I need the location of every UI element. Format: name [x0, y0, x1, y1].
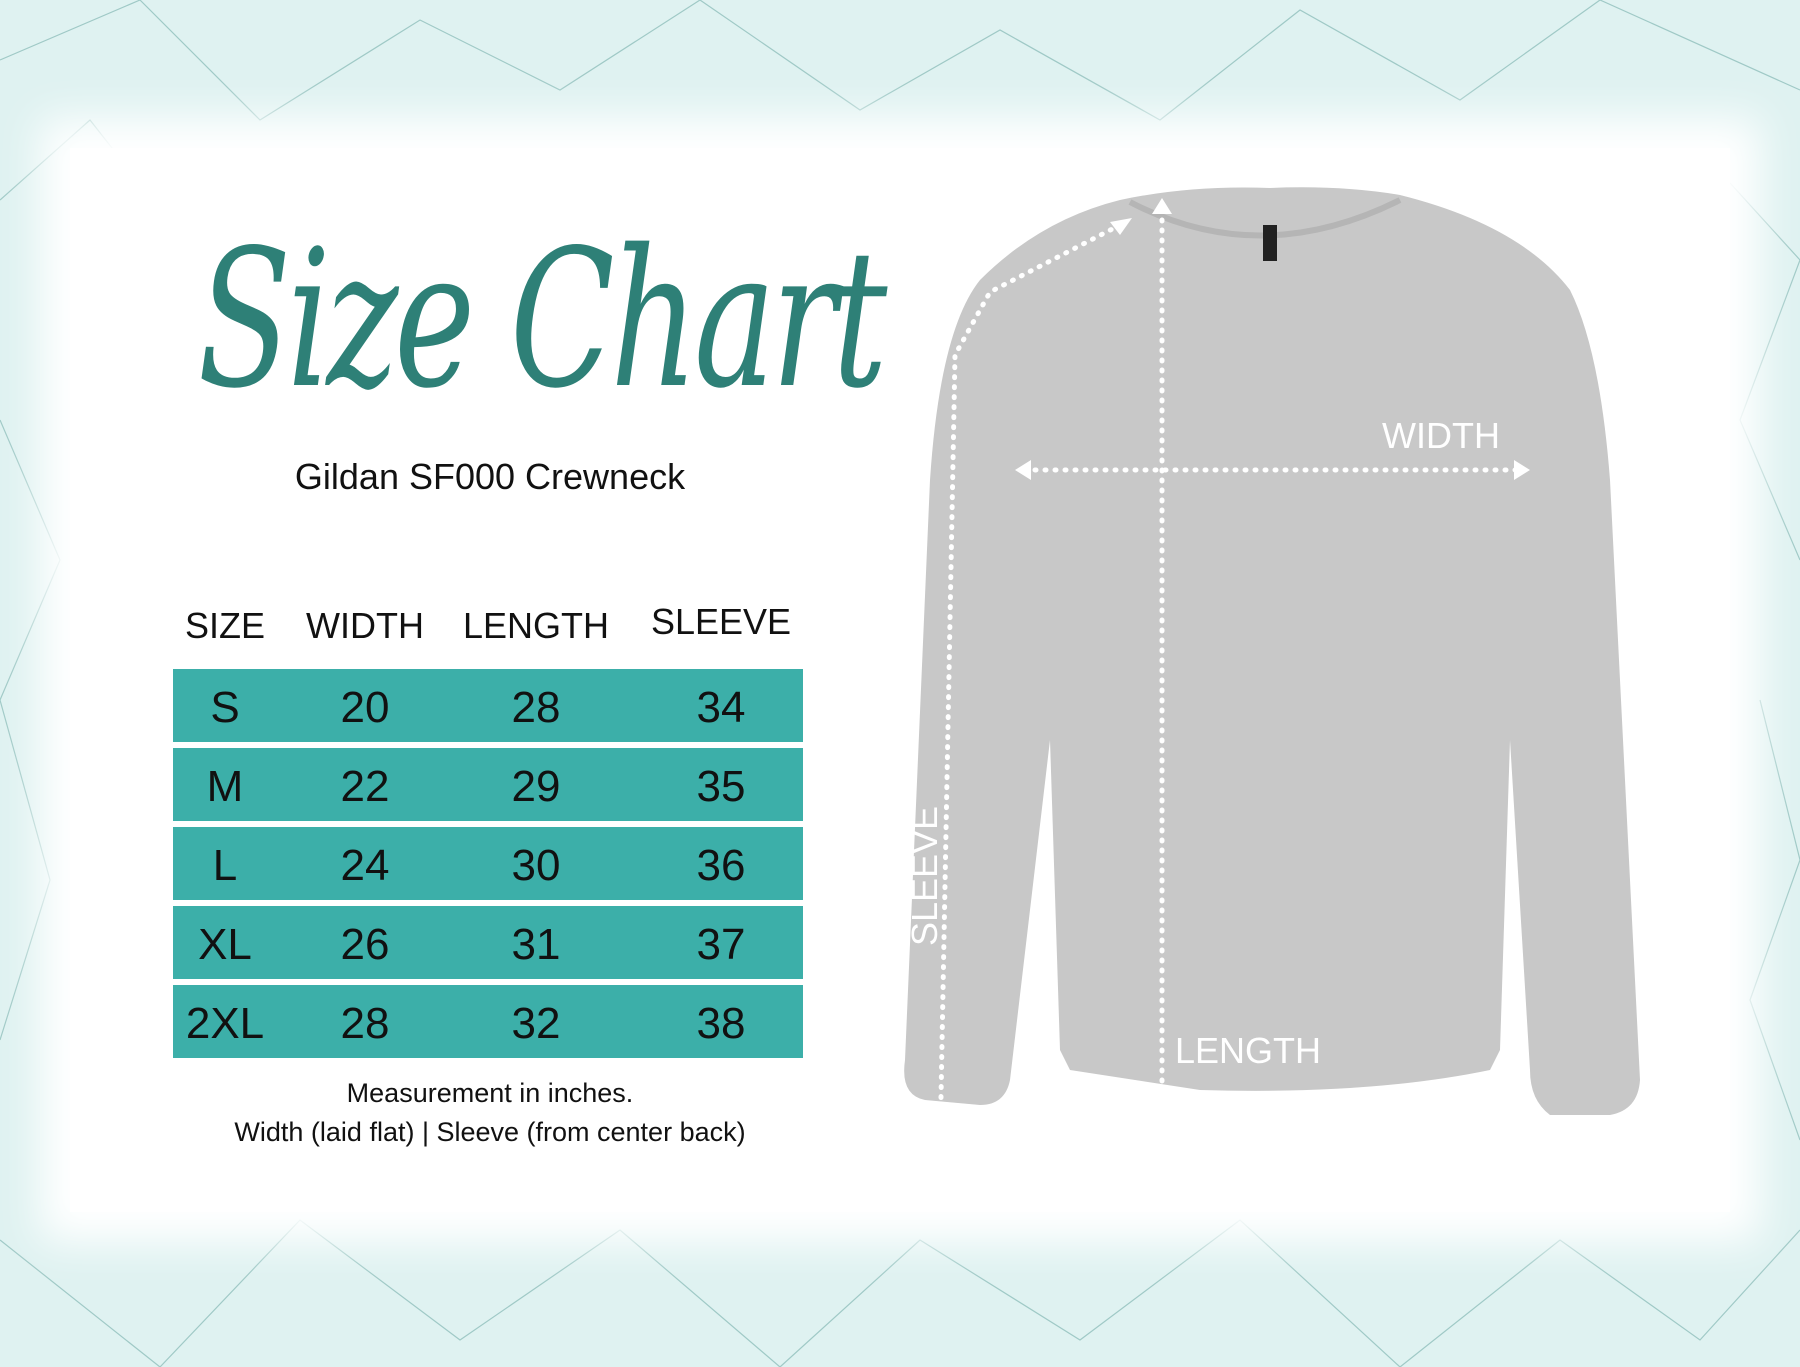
cell-width: 24	[340, 841, 390, 890]
page-title: Size Chart	[197, 209, 888, 430]
sleeve-label: SLEEVE	[904, 805, 946, 947]
cell-sleeve: 38	[696, 999, 746, 1048]
product-subtitle: Gildan SF000 Crewneck	[294, 456, 686, 497]
table-header: SIZE WIDTH LENGTH SLEEVE	[173, 601, 803, 655]
cell-length: 31	[511, 920, 561, 969]
cell-length: 29	[511, 762, 561, 811]
cell-sleeve: 37	[696, 920, 746, 969]
measurement-detail: Width (laid flat) | Sleeve (from center …	[234, 1117, 746, 1147]
cell-length: 30	[511, 841, 561, 890]
sleeve-measure-line	[937, 222, 1123, 1153]
cell-sleeve: 36	[696, 841, 746, 890]
cell-size: XL	[198, 920, 252, 969]
cell-size: S	[210, 683, 240, 732]
neck-label	[1263, 225, 1277, 261]
header-size: SIZE	[184, 605, 266, 646]
cell-size: L	[212, 841, 238, 890]
arrow-icon	[1015, 460, 1031, 480]
arrow-icon	[1110, 218, 1132, 235]
cell-sleeve: 34	[696, 683, 746, 732]
cell-length: 28	[511, 683, 561, 732]
cell-sleeve: 35	[696, 762, 746, 811]
arrow-icon	[930, 1146, 950, 1162]
measurement-note: Measurement in inches.	[346, 1078, 634, 1108]
header-width: WIDTH	[306, 605, 424, 646]
cell-size: 2XL	[185, 999, 265, 1048]
table-row: XL 26 31 37	[173, 906, 803, 979]
cell-width: 28	[340, 999, 390, 1048]
table-row: 2XL 28 32 38	[173, 985, 803, 1058]
header-sleeve: SLEEVE	[650, 601, 792, 642]
cell-width: 22	[340, 762, 390, 811]
cell-width: 20	[340, 683, 390, 732]
neckline	[1128, 197, 1402, 239]
cell-length: 32	[511, 999, 561, 1048]
cell-size: M	[206, 762, 244, 811]
table-row: S 20 28 34	[173, 669, 803, 742]
table-row: L 24 30 36	[173, 827, 803, 900]
cell-width: 26	[340, 920, 390, 969]
width-label: WIDTH	[1382, 415, 1500, 456]
table-row: M 22 29 35	[173, 748, 803, 821]
sweater-body	[904, 187, 1640, 1116]
arrow-icon	[1152, 1089, 1172, 1105]
length-label: LENGTH	[1175, 1030, 1322, 1071]
header-length: LENGTH	[462, 605, 610, 646]
sweater-diagram	[904, 187, 1640, 1162]
arrow-icon	[1152, 198, 1172, 214]
arrow-icon	[1514, 460, 1530, 480]
